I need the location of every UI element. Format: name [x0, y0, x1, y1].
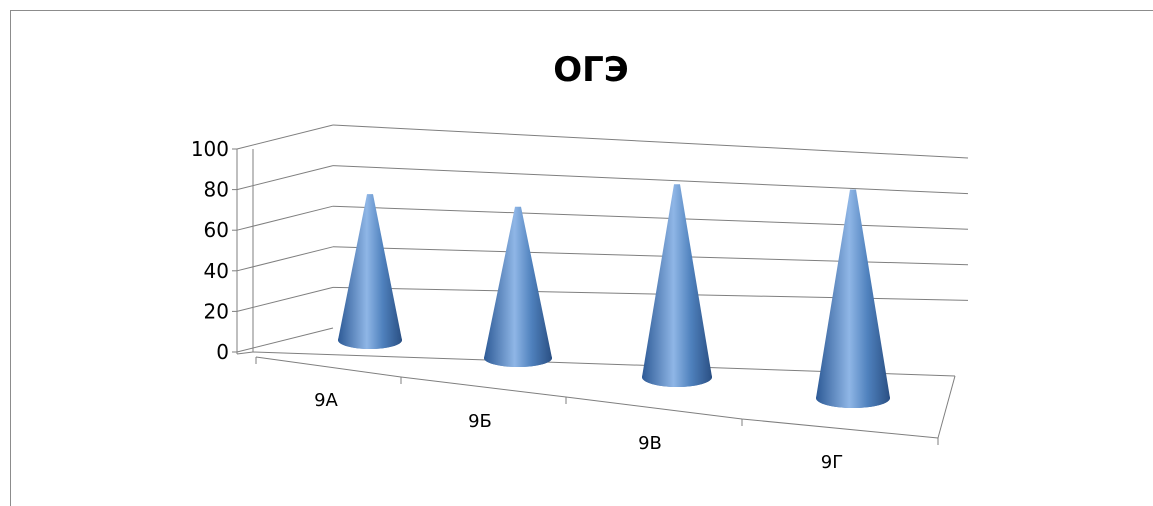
gridline-back: [332, 246, 969, 266]
floor-left-edge: [236, 351, 254, 355]
gridline-side: [236, 124, 334, 150]
cone-bar: [816, 189, 890, 408]
y-tick-label: 100: [191, 137, 229, 161]
y-tick-label: 0: [216, 340, 229, 364]
floor-right-edge: [937, 375, 956, 439]
gridline-side: [236, 246, 334, 272]
cone-bar: [484, 206, 552, 367]
gridline-side: [236, 327, 334, 353]
cone-bar: [338, 194, 402, 349]
cones: [338, 184, 890, 408]
y-tick-label: 40: [204, 259, 229, 283]
x-category-label: 9Б: [468, 411, 492, 432]
chart-title: ОГЭ: [553, 50, 629, 90]
x-category-label: 9В: [638, 433, 662, 454]
gridline-back: [332, 124, 969, 159]
x-category-label: 9А: [314, 390, 338, 411]
chart-frame: [10, 10, 1153, 506]
x-category-labels: 9А 9Б 9В 9Г: [314, 390, 843, 473]
cone-bar: [642, 184, 712, 387]
y-tick-label: 80: [204, 178, 229, 202]
y-tick-label: 20: [204, 299, 229, 323]
y-tick-labels: 0 20 40 60 80 100: [191, 137, 229, 364]
gridline-side: [236, 205, 334, 231]
x-axis-line: [255, 356, 939, 439]
x-category-label: 9Г: [821, 452, 843, 473]
gridline-side: [236, 165, 334, 191]
gridline-side: [236, 286, 334, 312]
y-tick-label: 60: [204, 218, 229, 242]
gridline-back: [332, 165, 969, 195]
gridline-back: [332, 205, 969, 230]
